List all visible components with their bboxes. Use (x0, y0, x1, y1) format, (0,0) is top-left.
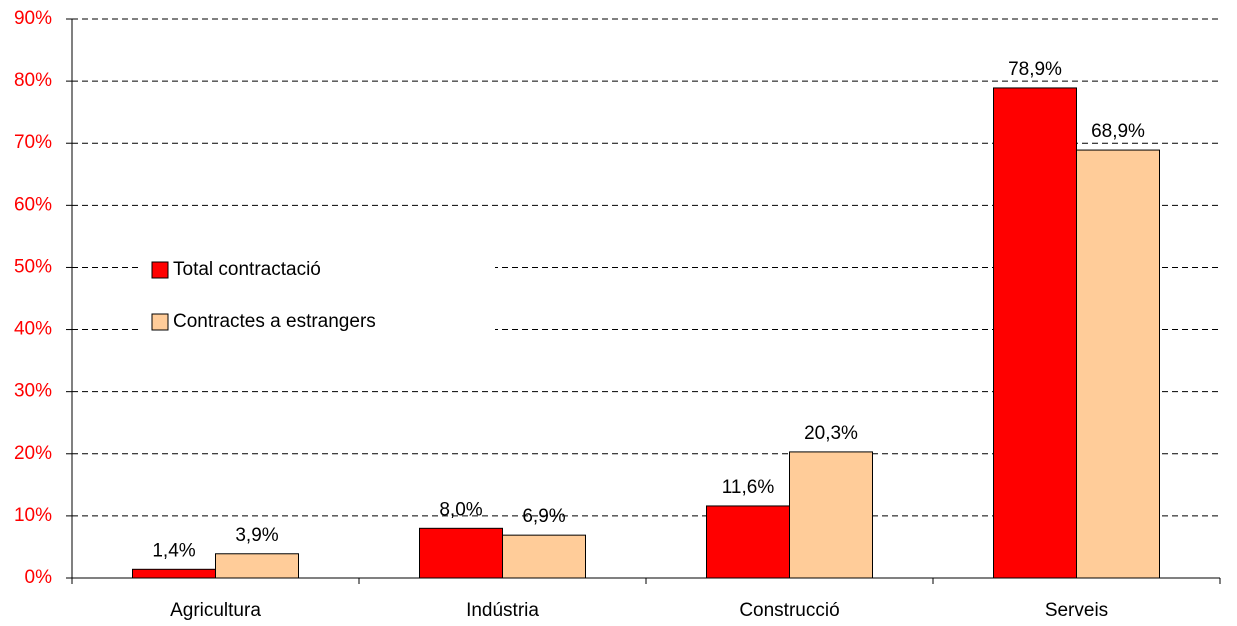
legend-label: Contractes a estrangers (173, 311, 376, 332)
bar (502, 534, 586, 579)
value-label: 1,4% (152, 540, 195, 561)
y-tick-label: 20% (14, 443, 52, 464)
legend-swatch (151, 261, 169, 279)
legend-swatch (151, 313, 169, 331)
value-label: 11,6% (722, 477, 775, 498)
legend-label: Total contractació (173, 259, 321, 280)
y-tick-label: 90% (14, 8, 52, 29)
x-tick-label: Serveis (1045, 600, 1108, 621)
value-label: 78,9% (1008, 59, 1062, 80)
y-tick-label: 80% (14, 70, 52, 91)
bar (132, 568, 216, 579)
bar (1076, 149, 1160, 579)
bar (419, 527, 503, 579)
y-tick-label: 60% (14, 194, 52, 215)
value-label: 6,9% (522, 506, 565, 527)
y-tick-label: 0% (25, 567, 53, 588)
bar (993, 87, 1077, 579)
bar (215, 553, 299, 579)
value-label: 68,9% (1091, 121, 1145, 142)
x-tick-label: Agricultura (170, 600, 261, 621)
value-label: 8,0% (439, 499, 482, 520)
legend-box (140, 244, 495, 348)
value-label: 3,9% (235, 525, 278, 546)
bar (789, 451, 873, 579)
x-tick-label: Indústria (466, 600, 539, 621)
value-label: 20,3% (804, 423, 858, 444)
x-tick-label: Construcció (739, 600, 839, 621)
y-tick-label: 30% (14, 381, 52, 402)
y-tick-label: 40% (14, 319, 52, 340)
y-tick-label: 70% (14, 132, 52, 153)
bar (706, 505, 790, 579)
y-tick-label: 10% (14, 505, 52, 526)
y-tick-label: 50% (14, 256, 52, 277)
